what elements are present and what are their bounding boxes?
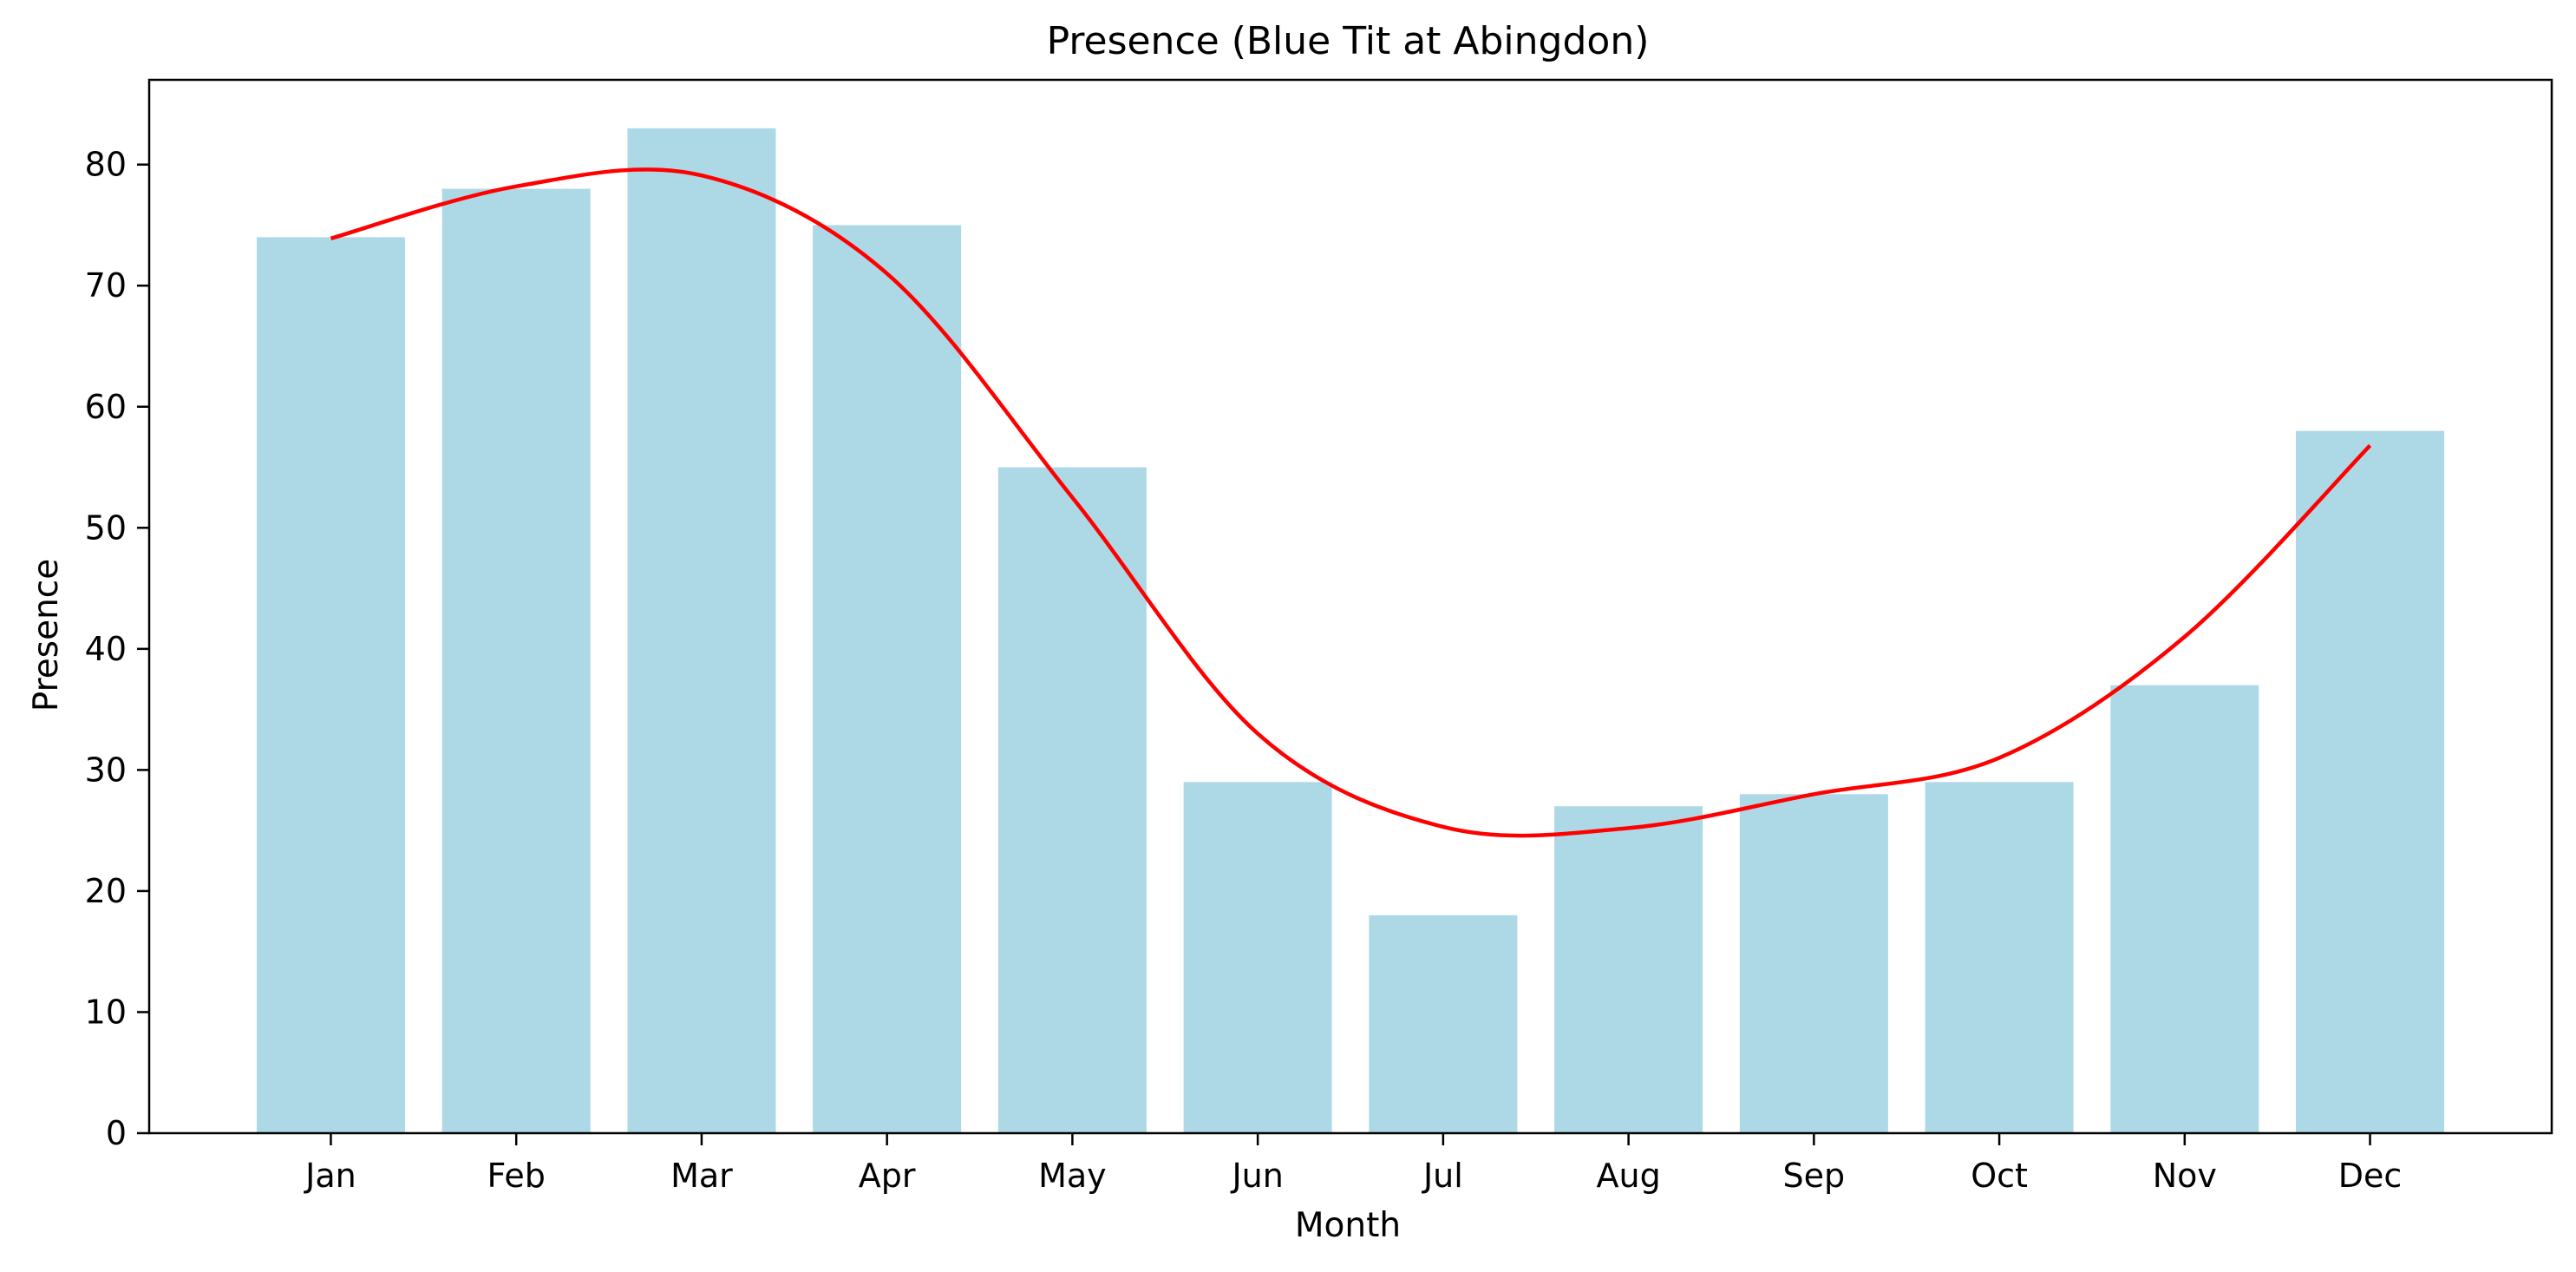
bar-jan <box>256 237 405 1133</box>
plot-frame <box>147 78 2553 1135</box>
y-tick-label: 70 <box>85 266 127 305</box>
bar-may <box>997 467 1147 1133</box>
x-tick-label: Nov <box>2153 1157 2217 1195</box>
trend-line <box>330 167 2372 838</box>
x-tick-label: Oct <box>1971 1157 2028 1195</box>
bar-aug <box>1554 806 1703 1133</box>
x-tick-label: Apr <box>859 1157 916 1195</box>
bar-nov <box>2110 685 2259 1133</box>
x-tick-label: Jan <box>304 1157 356 1195</box>
y-tick-label: 80 <box>85 146 127 184</box>
x-tick-label: Aug <box>1597 1157 1661 1195</box>
y-axis: 0 10 20 30 40 50 60 70 80 <box>85 146 149 1152</box>
x-axis: Jan Feb Mar Apr May Jun Jul Aug Sep Oct Nov Dec <box>304 1133 2402 1195</box>
y-tick-label: 20 <box>85 872 127 910</box>
y-axis-label: Presence <box>27 559 66 711</box>
bar-jul <box>1369 915 1518 1133</box>
x-tick-label: Dec <box>2338 1157 2403 1195</box>
bar-apr <box>813 225 962 1134</box>
x-tick-label: Jul <box>1422 1157 1463 1195</box>
x-tick-label: May <box>1038 1157 1107 1195</box>
y-tick-label: 50 <box>85 508 127 547</box>
bar-dec <box>2296 430 2445 1134</box>
bar-sep <box>1739 794 1888 1133</box>
bar-mar <box>627 128 776 1134</box>
y-tick-label: 0 <box>106 1114 127 1152</box>
bar-jun <box>1183 782 1332 1133</box>
x-tick-label: Feb <box>487 1157 546 1195</box>
bar-oct <box>1925 782 2074 1133</box>
x-axis-label: Month <box>1295 1206 1401 1245</box>
x-tick-label: Mar <box>670 1157 733 1195</box>
x-tick-label: Sep <box>1783 1157 1846 1195</box>
y-tick-label: 30 <box>85 751 127 789</box>
trend-line-group <box>330 167 2372 838</box>
y-tick-label: 40 <box>85 630 127 668</box>
x-tick-label: Jun <box>1230 1157 1283 1195</box>
chart-title: Presence (Blue Tit at Abingdon) <box>1047 19 1650 63</box>
bar-feb <box>441 188 591 1134</box>
bars <box>256 128 2445 1134</box>
y-tick-label: 60 <box>85 388 127 426</box>
y-tick-label: 10 <box>85 993 127 1031</box>
